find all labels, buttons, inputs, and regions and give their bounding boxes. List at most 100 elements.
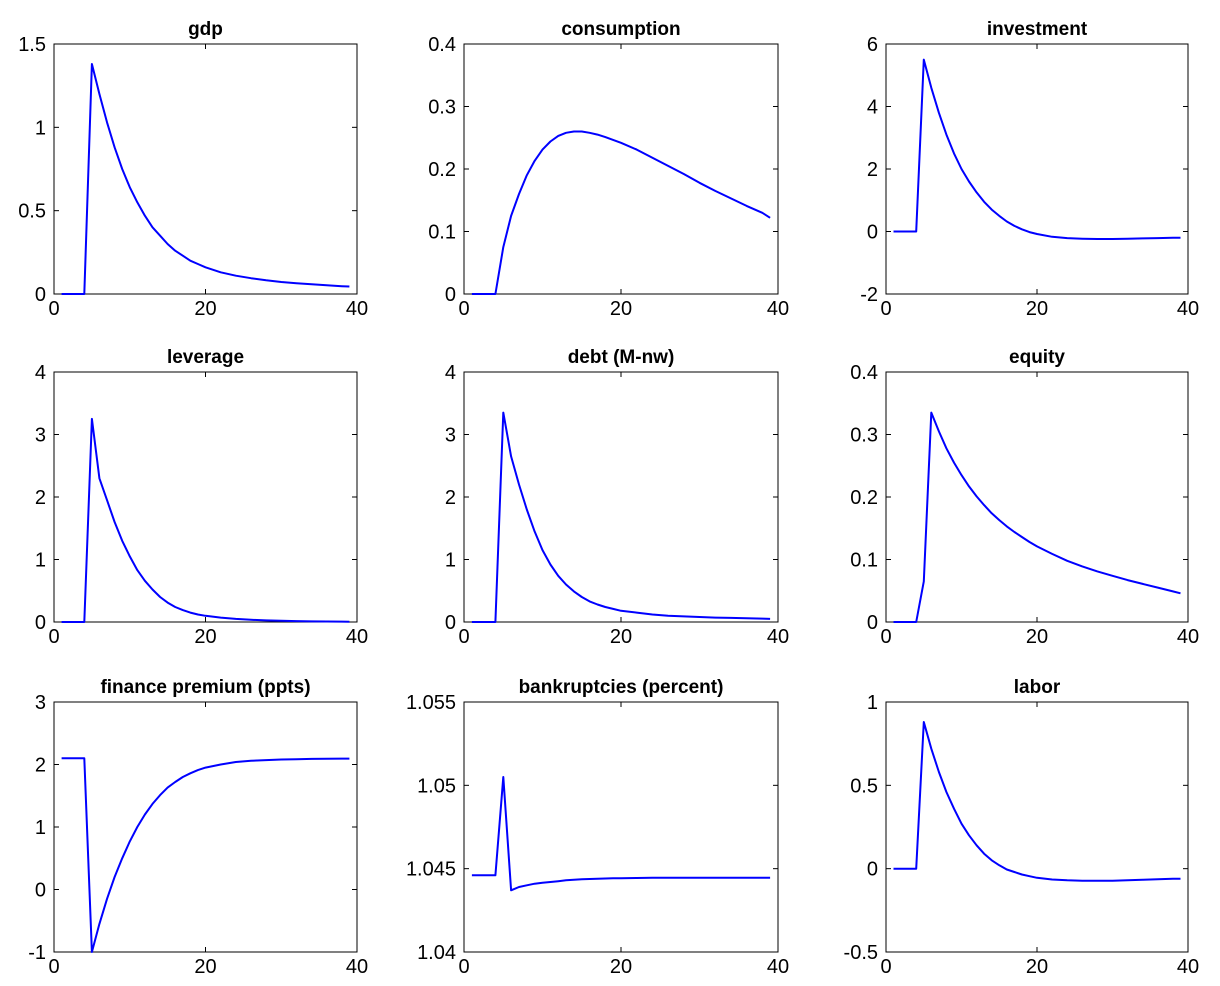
series-line bbox=[893, 58, 1181, 240]
y-tick-label: -2 bbox=[860, 284, 878, 306]
y-tick-label: 0 bbox=[35, 612, 46, 634]
x-tick-label: 0 bbox=[880, 626, 891, 648]
y-tick-label: -1 bbox=[28, 942, 46, 964]
y-tick-label: 1.05 bbox=[417, 775, 456, 797]
y-tick-label: 0.5 bbox=[850, 775, 878, 797]
subplot-title: finance premium (ppts) bbox=[100, 677, 310, 698]
y-tick-label: 2 bbox=[867, 159, 878, 181]
y-tick-label: 2 bbox=[35, 755, 46, 777]
x-tick-label: 40 bbox=[346, 298, 368, 320]
subplot-title: labor bbox=[1014, 677, 1061, 698]
y-tick-label: 4 bbox=[445, 362, 456, 384]
x-tick-label: 0 bbox=[880, 956, 891, 978]
y-tick-label: 0.4 bbox=[428, 34, 456, 56]
y-tick-label: 1 bbox=[35, 550, 46, 572]
x-tick-label: 0 bbox=[48, 298, 59, 320]
subplot-title: consumption bbox=[561, 19, 680, 40]
subplot-title: equity bbox=[1009, 347, 1065, 368]
x-tick-label: 0 bbox=[880, 298, 891, 320]
x-tick-label: 40 bbox=[346, 626, 368, 648]
subplot: bankruptcies (percent) 0 20 40 1.04 1.045 1.05… bbox=[406, 677, 789, 978]
axes-frame bbox=[53, 701, 358, 953]
x-tick-label: 20 bbox=[610, 626, 632, 648]
series-line bbox=[471, 130, 771, 295]
y-tick-label: 3 bbox=[445, 425, 456, 447]
series-line bbox=[893, 721, 1181, 882]
y-tick-label: 2 bbox=[445, 487, 456, 509]
x-tick-label: 20 bbox=[1026, 956, 1048, 978]
subplot-title: investment bbox=[987, 19, 1088, 40]
y-tick-label: 0 bbox=[867, 859, 878, 881]
y-tick-label: 0 bbox=[867, 222, 878, 244]
series-line bbox=[471, 776, 771, 892]
axes-frame bbox=[463, 43, 779, 295]
x-tick-label: 20 bbox=[610, 298, 632, 320]
y-tick-label: 0.4 bbox=[850, 362, 878, 384]
x-tick-label: 40 bbox=[767, 626, 789, 648]
y-tick-label: 0.3 bbox=[850, 425, 878, 447]
x-tick-label: 0 bbox=[48, 626, 59, 648]
y-tick-label: -0.5 bbox=[844, 942, 878, 964]
y-tick-label: 1.5 bbox=[18, 34, 46, 56]
subplot: consumption 0 20 40 0 0.1 0.2 0.3 0.4 bbox=[428, 19, 789, 320]
axes-frame bbox=[463, 701, 779, 953]
x-tick-label: 20 bbox=[610, 956, 632, 978]
y-tick-label: 0 bbox=[35, 880, 46, 902]
y-tick-label: 3 bbox=[35, 425, 46, 447]
y-tick-label: 0.1 bbox=[850, 550, 878, 572]
y-tick-label: 1 bbox=[35, 817, 46, 839]
y-tick-label: 0.2 bbox=[850, 487, 878, 509]
x-tick-label: 20 bbox=[194, 626, 216, 648]
x-tick-label: 0 bbox=[48, 956, 59, 978]
y-tick-label: 0.2 bbox=[428, 159, 456, 181]
x-tick-label: 40 bbox=[1177, 626, 1199, 648]
y-tick-label: 2 bbox=[35, 487, 46, 509]
subplot: leverage 0 20 40 0 1 2 3 4 bbox=[35, 347, 368, 648]
y-tick-label: 0 bbox=[445, 284, 456, 306]
y-tick-label: 1 bbox=[35, 117, 46, 139]
subplot-title: gdp bbox=[188, 19, 223, 40]
x-tick-label: 40 bbox=[1177, 956, 1199, 978]
x-tick-label: 0 bbox=[458, 956, 469, 978]
x-tick-label: 0 bbox=[458, 626, 469, 648]
y-tick-label: 4 bbox=[35, 362, 46, 384]
y-tick-label: 4 bbox=[867, 97, 878, 119]
subplot: gdp 0 20 40 0 0.5 1 1.5 bbox=[18, 19, 368, 320]
y-tick-label: 1.045 bbox=[406, 859, 456, 881]
subplot-title: bankruptcies (percent) bbox=[519, 677, 724, 698]
x-tick-label: 40 bbox=[1177, 298, 1199, 320]
x-tick-label: 40 bbox=[767, 298, 789, 320]
x-tick-label: 0 bbox=[458, 298, 469, 320]
x-tick-label: 20 bbox=[194, 298, 216, 320]
subplot: equity 0 20 40 0 0.1 0.2 0.3 0.4 bbox=[850, 347, 1199, 648]
series-line bbox=[61, 417, 350, 623]
y-tick-label: 1.04 bbox=[417, 942, 456, 964]
y-tick-label: 0.5 bbox=[18, 201, 46, 223]
y-tick-label: 0 bbox=[445, 612, 456, 634]
series-line bbox=[61, 63, 350, 295]
y-tick-label: 3 bbox=[35, 692, 46, 714]
x-tick-label: 20 bbox=[194, 956, 216, 978]
series-line bbox=[471, 411, 771, 623]
x-tick-label: 20 bbox=[1026, 298, 1048, 320]
axes-frame bbox=[463, 371, 779, 623]
axes-frame bbox=[885, 43, 1189, 295]
subplot-title: leverage bbox=[167, 347, 244, 368]
y-tick-label: 1 bbox=[445, 550, 456, 572]
axes-frame bbox=[53, 43, 358, 295]
x-tick-label: 40 bbox=[767, 956, 789, 978]
axes-frame bbox=[885, 701, 1189, 953]
x-tick-label: 20 bbox=[1026, 626, 1048, 648]
x-tick-label: 40 bbox=[346, 956, 368, 978]
y-tick-label: 0.1 bbox=[428, 222, 456, 244]
y-tick-label: 0 bbox=[867, 612, 878, 634]
y-tick-label: 1 bbox=[867, 692, 878, 714]
series-line bbox=[61, 757, 350, 953]
axes-frame bbox=[885, 371, 1189, 623]
y-tick-label: 0.3 bbox=[428, 97, 456, 119]
